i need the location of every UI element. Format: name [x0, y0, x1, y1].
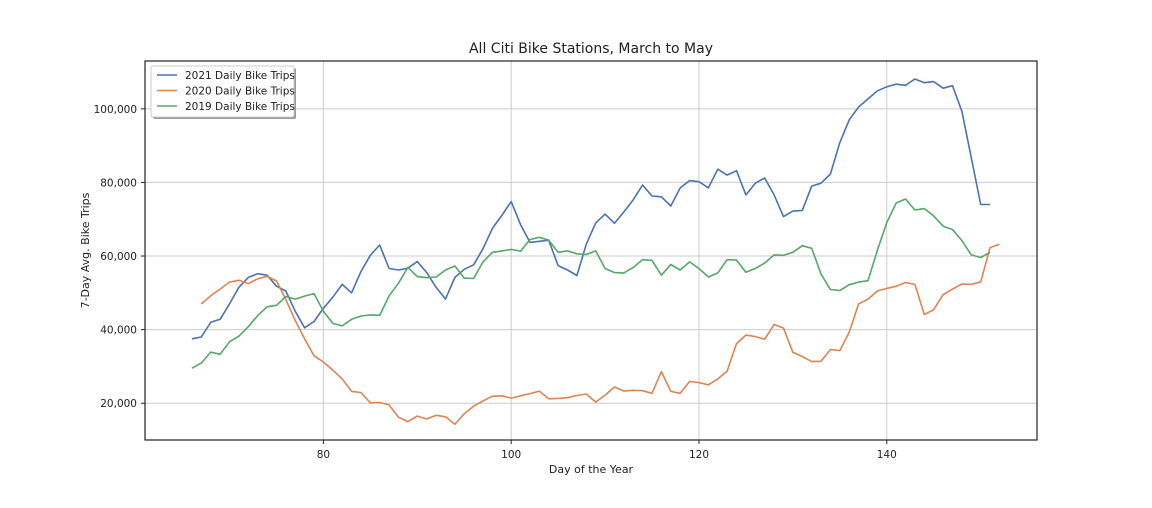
y-tick-label: 80,000 [100, 177, 137, 189]
y-tick-label: 20,000 [100, 398, 137, 410]
series-layer [191, 78, 1000, 426]
series-line-2019 [191, 198, 991, 369]
legend-label-2019: 2019 Daily Bike Trips [185, 101, 295, 113]
legend: 2021 Daily Bike Trips 2020 Daily Bike Tr… [150, 65, 296, 119]
tick-layer: 80 100 120 140 20,000 40,000 60,000 80,000 100,0… [94, 104, 897, 461]
legend-box [150, 65, 295, 118]
y-tick-label: 100,000 [94, 104, 137, 116]
series-line-2021 [191, 78, 991, 340]
y-tick-label: 40,000 [100, 325, 137, 337]
plot-frame [144, 60, 1038, 441]
chart-title: All Citi Bike Stations, March to May [469, 41, 713, 57]
x-tick-label: 100 [501, 449, 521, 461]
legend-label-2021: 2021 Daily Bike Trips [185, 70, 295, 82]
x-tick-label: 120 [689, 449, 709, 461]
x-tick-label: 80 [317, 449, 330, 461]
x-tick-label: 140 [877, 449, 897, 461]
series-line-2020 [200, 243, 1000, 426]
y-axis-label: 7-Day Avg. Bike Trips [79, 192, 92, 308]
legend-label-2020: 2020 Daily Bike Trips [185, 86, 295, 98]
x-axis-label: Day of the Year [549, 463, 634, 476]
y-tick-label: 60,000 [100, 251, 137, 263]
grid-layer [145, 61, 1037, 440]
